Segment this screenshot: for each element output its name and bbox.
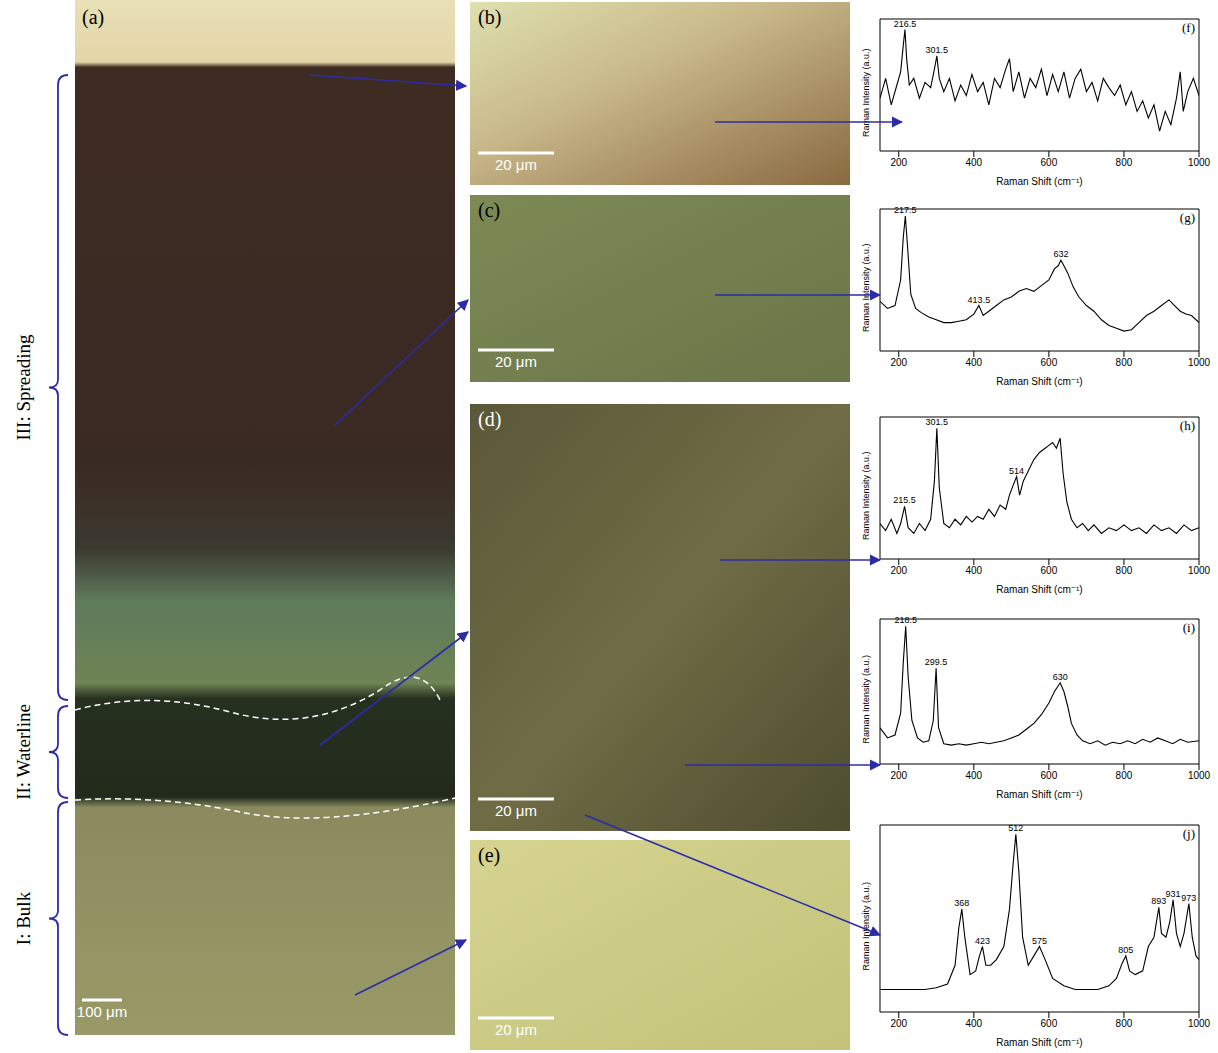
svg-text:200: 200 — [890, 1018, 907, 1029]
svg-text:400: 400 — [965, 565, 982, 576]
svg-text:400: 400 — [965, 770, 982, 781]
html-text:(j): (j) — [1182, 826, 1195, 841]
svg-text:II: Waterline: II: Waterline — [13, 704, 34, 800]
svg-text:Raman Intensity (a.u.): Raman Intensity (a.u.) — [861, 451, 871, 540]
svg-text:368: 368 — [954, 898, 969, 908]
svg-text:400: 400 — [965, 157, 982, 168]
svg-text:800: 800 — [1116, 357, 1133, 368]
svg-text:400: 400 — [965, 357, 982, 368]
svg-text:Raman Intensity (a.u.): Raman Intensity (a.u.) — [861, 882, 871, 971]
svg-text:(d): (d) — [478, 408, 501, 431]
svg-text:931: 931 — [1166, 889, 1181, 899]
svg-text:1000: 1000 — [1188, 157, 1211, 168]
html-text:(g): (g) — [1179, 210, 1195, 225]
svg-text:800: 800 — [1116, 770, 1133, 781]
svg-text:301.5: 301.5 — [926, 45, 949, 55]
svg-text:1000: 1000 — [1188, 770, 1211, 781]
svg-text:(e): (e) — [478, 844, 500, 867]
svg-text:200: 200 — [890, 357, 907, 368]
svg-text:Raman Intensity (a.u.): Raman Intensity (a.u.) — [861, 48, 871, 137]
svg-text:800: 800 — [1116, 565, 1133, 576]
svg-text:600: 600 — [1041, 565, 1058, 576]
svg-text:299.5: 299.5 — [925, 657, 948, 667]
svg-text:200: 200 — [890, 565, 907, 576]
svg-text:215.5: 215.5 — [893, 495, 916, 505]
svg-text:217.5: 217.5 — [894, 205, 917, 215]
svg-text:1000: 1000 — [1188, 1018, 1211, 1029]
svg-text:600: 600 — [1041, 357, 1058, 368]
svg-text:(a): (a) — [82, 6, 104, 29]
svg-text:Raman Shift (cm⁻¹): Raman Shift (cm⁻¹) — [996, 376, 1082, 387]
svg-text:800: 800 — [1116, 1018, 1133, 1029]
svg-text:100 μm: 100 μm — [77, 1003, 127, 1020]
html-text:(f): (f) — [1182, 20, 1195, 35]
svg-text:413.5: 413.5 — [968, 295, 991, 305]
svg-text:200: 200 — [890, 157, 907, 168]
svg-text:512: 512 — [1008, 823, 1023, 833]
svg-text:20 μm: 20 μm — [495, 353, 537, 370]
svg-text:218.5: 218.5 — [894, 615, 917, 625]
svg-text:20 μm: 20 μm — [495, 1021, 537, 1038]
svg-text:893: 893 — [1151, 896, 1166, 906]
svg-text:805: 805 — [1118, 945, 1133, 955]
svg-text:632: 632 — [1053, 249, 1068, 259]
svg-text:(b): (b) — [478, 6, 501, 29]
svg-text:Raman Shift (cm⁻¹): Raman Shift (cm⁻¹) — [996, 789, 1082, 800]
svg-text:301.5: 301.5 — [926, 417, 949, 427]
svg-text:200: 200 — [890, 770, 907, 781]
svg-text:20 μm: 20 μm — [495, 156, 537, 173]
svg-text:630: 630 — [1053, 672, 1068, 682]
svg-text:423: 423 — [975, 936, 990, 946]
svg-text:(c): (c) — [478, 199, 500, 222]
svg-text:Raman Intensity (a.u.): Raman Intensity (a.u.) — [861, 243, 871, 332]
svg-text:575: 575 — [1032, 936, 1047, 946]
svg-text:Raman Shift (cm⁻¹): Raman Shift (cm⁻¹) — [996, 1037, 1082, 1048]
svg-text:I: Bulk: I: Bulk — [13, 891, 34, 945]
svg-text:800: 800 — [1116, 157, 1133, 168]
svg-text:1000: 1000 — [1188, 565, 1211, 576]
svg-text:514: 514 — [1009, 466, 1024, 476]
svg-text:III: Spreading: III: Spreading — [13, 334, 34, 441]
svg-text:600: 600 — [1041, 1018, 1058, 1029]
svg-text:973: 973 — [1181, 893, 1196, 903]
html-text:(i): (i) — [1182, 620, 1195, 635]
svg-text:1000: 1000 — [1188, 357, 1211, 368]
svg-text:600: 600 — [1041, 770, 1058, 781]
svg-text:400: 400 — [965, 1018, 982, 1029]
svg-text:Raman Shift (cm⁻¹): Raman Shift (cm⁻¹) — [996, 176, 1082, 187]
svg-text:Raman Shift (cm⁻¹): Raman Shift (cm⁻¹) — [996, 584, 1082, 595]
svg-text:600: 600 — [1041, 157, 1058, 168]
svg-text:20 μm: 20 μm — [495, 802, 537, 819]
html-text:(h): (h) — [1179, 418, 1195, 433]
svg-text:Raman Intensity (a.u.): Raman Intensity (a.u.) — [861, 655, 871, 744]
svg-text:216.5: 216.5 — [894, 19, 917, 29]
